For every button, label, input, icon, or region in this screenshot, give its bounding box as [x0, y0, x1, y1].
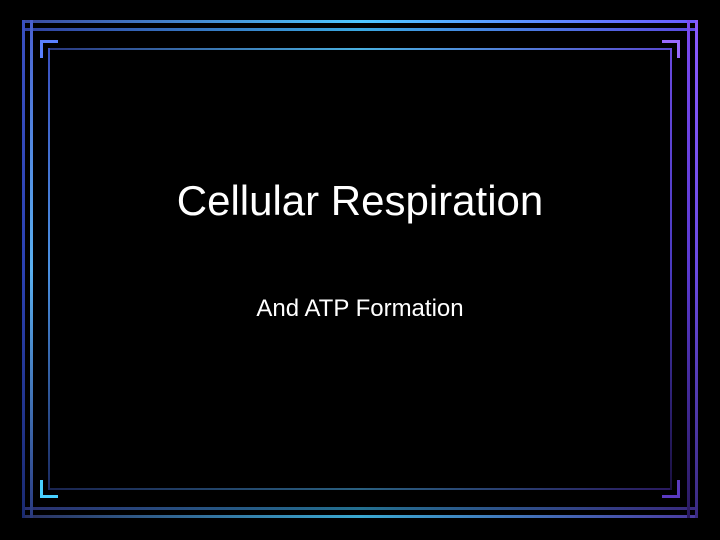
slide-content-area: Cellular Respiration And ATP Formation [0, 0, 720, 540]
slide-container: Cellular Respiration And ATP Formation [0, 0, 720, 540]
slide-title: Cellular Respiration [177, 177, 544, 225]
slide-subtitle: And ATP Formation [256, 295, 463, 323]
